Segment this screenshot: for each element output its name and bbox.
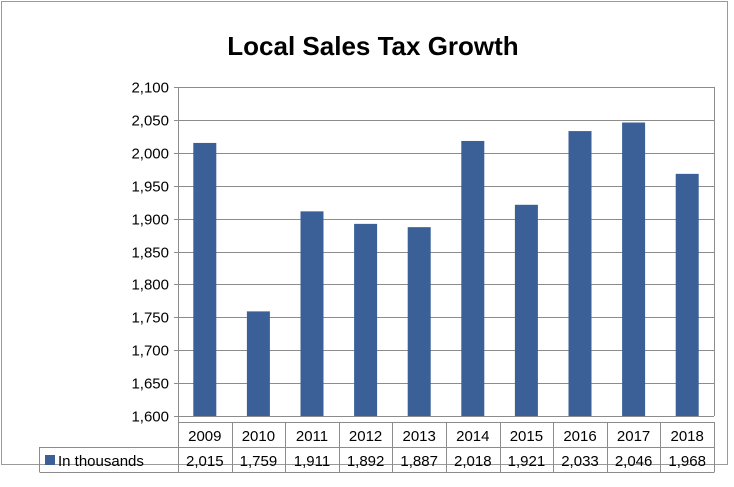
data-label: 1,968 <box>668 453 706 470</box>
legend-label: In thousands <box>58 453 144 470</box>
data-label: 1,759 <box>240 453 278 470</box>
y-tick-label: 2,050 <box>131 113 169 130</box>
y-tick-label: 2,000 <box>131 146 169 163</box>
bars <box>193 122 699 417</box>
data-label: 1,892 <box>347 453 385 470</box>
x-category-label: 2014 <box>456 428 489 445</box>
bar-2017 <box>622 122 646 417</box>
bar-2010 <box>246 311 270 416</box>
legend-swatch <box>45 455 55 465</box>
data-label: 1,911 <box>294 453 330 470</box>
data-label: 1,921 <box>508 453 546 470</box>
chart-title: Local Sales Tax Growth <box>227 31 518 61</box>
x-category-label: 2013 <box>403 428 436 445</box>
bar-2014 <box>461 140 485 416</box>
y-tick-label: 1,750 <box>131 310 169 327</box>
data-label: 2,015 <box>186 453 224 470</box>
y-axis-ticks: 1,600 1,650 1,700 1,750 1,800 1,850 1,900 1,950… <box>131 80 169 426</box>
bar-2012 <box>354 223 378 416</box>
y-tick-label: 1,800 <box>131 277 169 294</box>
bar-2009 <box>193 142 217 416</box>
bar-2018 <box>675 173 699 416</box>
x-category-label: 2017 <box>617 428 650 445</box>
y-tick-label: 2,100 <box>131 80 169 97</box>
data-label: 1,887 <box>400 453 438 470</box>
bar-2013 <box>407 227 431 416</box>
y-tick-label: 1,950 <box>131 179 169 196</box>
x-category-label: 2009 <box>188 428 221 445</box>
y-tick-label: 1,650 <box>131 376 169 393</box>
x-category-label: 2016 <box>563 428 596 445</box>
y-tick-label: 1,700 <box>131 343 169 360</box>
data-label: 2,018 <box>454 453 492 470</box>
data-table: 2009 2,015 2010 1,759 2011 1,911 2012 1,892 2013… <box>39 416 715 473</box>
data-label: 2,046 <box>615 453 653 470</box>
x-category-label: 2010 <box>242 428 275 445</box>
bar-2015 <box>514 204 538 416</box>
x-category-label: 2011 <box>296 428 328 445</box>
bar-2016 <box>568 131 592 416</box>
y-tick-label: 1,900 <box>131 212 169 229</box>
y-tick-label: 1,850 <box>131 245 169 262</box>
data-label: 2,033 <box>561 453 599 470</box>
y-tick-label: 1,600 <box>131 409 169 426</box>
x-category-label: 2015 <box>510 428 543 445</box>
x-category-label: 2012 <box>349 428 382 445</box>
bar-2011 <box>300 211 324 416</box>
x-category-label: 2018 <box>671 428 704 445</box>
